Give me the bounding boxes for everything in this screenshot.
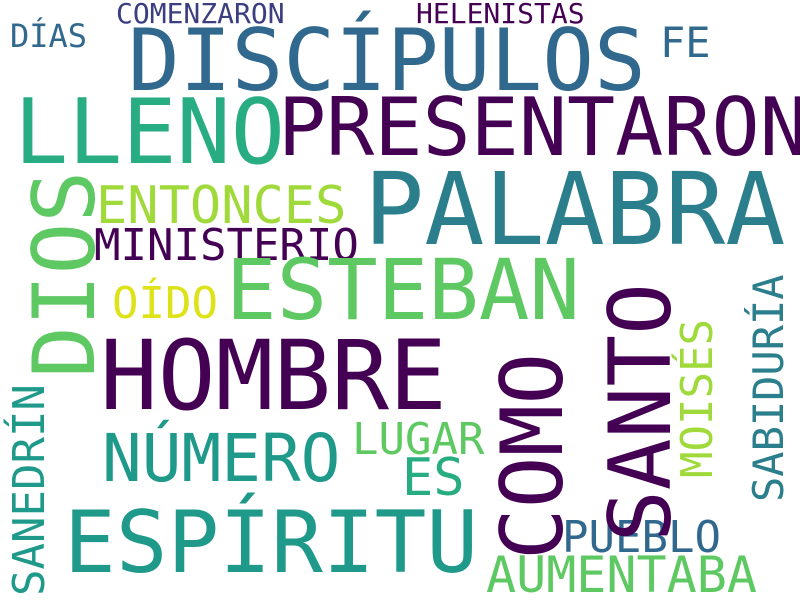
word-esteban: ESTEBAN [226,241,581,339]
word-discipulos: DISCÍPULOS [128,11,646,111]
word-aumentaba: AUMENTABA [486,546,757,600]
word-comenzaron: COMENZARON [116,0,285,30]
word-hombre: HOMBRE [100,320,447,432]
word-sanedrin: SANEDRÍN [4,384,55,596]
word-ministerio: MINISTERIO [94,220,359,271]
word-oido: OÍDO [112,278,218,329]
word-entonces: ENTONCES [96,176,347,236]
word-como: COMO [483,352,583,560]
word-lugar: LUGAR [352,414,485,465]
word-fe: FE [660,18,711,67]
word-dios: DIOS [15,170,115,378]
word-lleno: LLENO [14,80,285,185]
word-presentaron: PRESENTARON [278,81,800,174]
word-sabiduria: SABIDURÍA [744,274,793,502]
word-espiritu: ESPÍRITU [64,493,479,593]
word-moises: MOISÉS [672,319,723,478]
word-helenistas: HELENISTAS [416,0,585,30]
word-dias-small: DÍAS [10,17,88,55]
word-palabra: PALABRA [364,151,786,268]
word-pueblo: PUEBLO [562,512,721,563]
word-es: ES [402,448,465,508]
word-numero: NÚMERO [102,420,341,497]
